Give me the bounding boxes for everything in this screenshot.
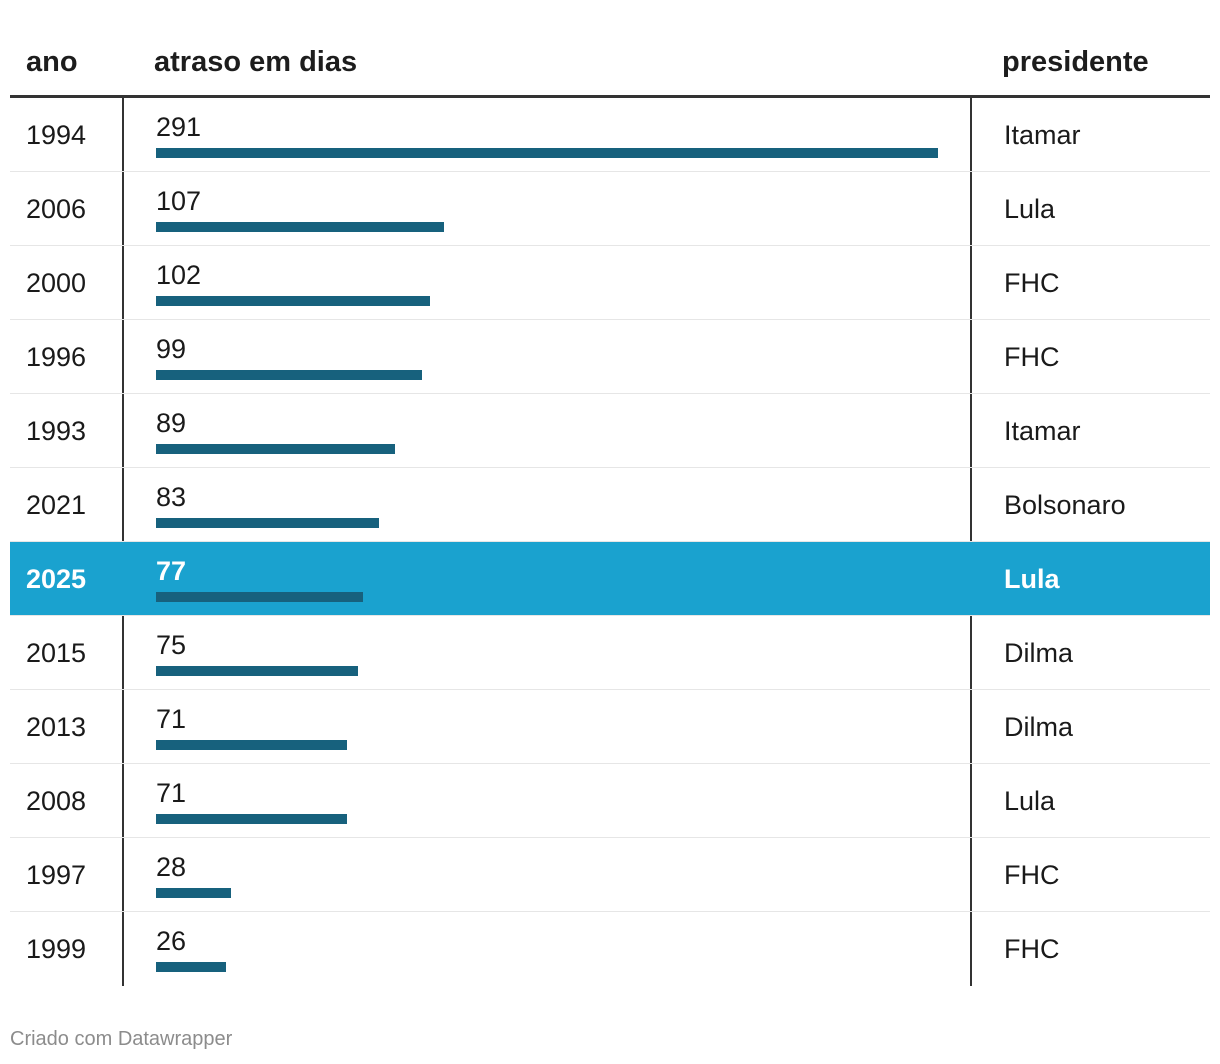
cell-presidente: FHC — [1004, 934, 1060, 964]
table-row: 2015 75 Dilma — [10, 616, 1210, 690]
value-label: 71 — [156, 704, 187, 734]
value-label: 75 — [156, 630, 187, 660]
table-row: 1999 26 FHC — [10, 912, 1210, 986]
value-label: 83 — [156, 482, 187, 512]
table-header: ano atraso em dias presidente — [10, 28, 1210, 98]
bar — [156, 518, 379, 528]
header-presidente[interactable]: presidente — [1002, 46, 1149, 78]
cell-ano: 1996 — [26, 342, 87, 372]
cell-presidente: Itamar — [1004, 416, 1081, 446]
value-label: 28 — [156, 852, 187, 882]
cell-presidente: Dilma — [1004, 638, 1074, 668]
cell-presidente: Bolsonaro — [1004, 490, 1126, 520]
cell-ano: 2015 — [26, 638, 87, 668]
cell-ano: 2000 — [26, 268, 87, 298]
value-label: 89 — [156, 408, 187, 438]
bar — [156, 370, 422, 380]
bar — [156, 814, 347, 824]
header-ano[interactable]: ano — [26, 46, 78, 78]
cell-ano: 1997 — [26, 860, 87, 890]
cell-ano: 2021 — [26, 490, 87, 520]
table-row: 2008 71 Lula — [10, 764, 1210, 838]
bar — [156, 666, 358, 676]
cell-presidente: Lula — [1004, 194, 1056, 224]
cell-presidente: Lula — [1004, 564, 1060, 594]
cell-ano: 1993 — [26, 416, 87, 446]
bar — [156, 296, 430, 306]
table-body: 1994 291 Itamar 2006 107 Lula 2000 102 FHC 1996 99… — [10, 98, 1210, 986]
table-row: 1993 89 Itamar — [10, 394, 1210, 468]
cell-presidente: Lula — [1004, 786, 1056, 816]
table-row: 1996 99 FHC — [10, 320, 1210, 394]
cell-presidente: Itamar — [1004, 120, 1081, 150]
table-row: 1997 28 FHC — [10, 838, 1210, 912]
bar — [156, 740, 347, 750]
cell-presidente: Dilma — [1004, 712, 1074, 742]
cell-ano: 2006 — [26, 194, 87, 224]
header-atraso[interactable]: atraso em dias — [154, 46, 358, 78]
footer-credit[interactable]: Criado com Datawrapper — [10, 1028, 233, 1050]
data-table: ano atraso em dias presidente 1994 291 Ita… — [10, 28, 1210, 986]
bar — [156, 888, 231, 898]
bar — [156, 444, 395, 454]
table-row: 2006 107 Lula — [10, 172, 1210, 246]
value-label: 71 — [156, 778, 187, 808]
cell-ano: 2025 — [26, 564, 87, 594]
bar — [156, 148, 938, 158]
value-label: 77 — [156, 556, 187, 586]
table-row: 1994 291 Itamar — [10, 98, 1210, 172]
bar — [156, 592, 363, 602]
cell-ano: 1999 — [26, 934, 87, 964]
value-label: 107 — [156, 186, 202, 216]
value-label: 26 — [156, 926, 187, 956]
bar — [156, 962, 226, 972]
bar — [156, 222, 444, 232]
value-label: 291 — [156, 112, 202, 142]
table-row: 2000 102 FHC — [10, 246, 1210, 320]
value-label: 99 — [156, 334, 187, 364]
cell-ano: 2013 — [26, 712, 87, 742]
cell-ano: 2008 — [26, 786, 87, 816]
cell-presidente: FHC — [1004, 268, 1060, 298]
table-row: 2025 77 Lula — [10, 542, 1210, 616]
table-row: 2021 83 Bolsonaro — [10, 468, 1210, 542]
table-row: 2013 71 Dilma — [10, 690, 1210, 764]
value-label: 102 — [156, 260, 202, 290]
cell-presidente: FHC — [1004, 860, 1060, 890]
cell-presidente: FHC — [1004, 342, 1060, 372]
cell-ano: 1994 — [26, 120, 87, 150]
